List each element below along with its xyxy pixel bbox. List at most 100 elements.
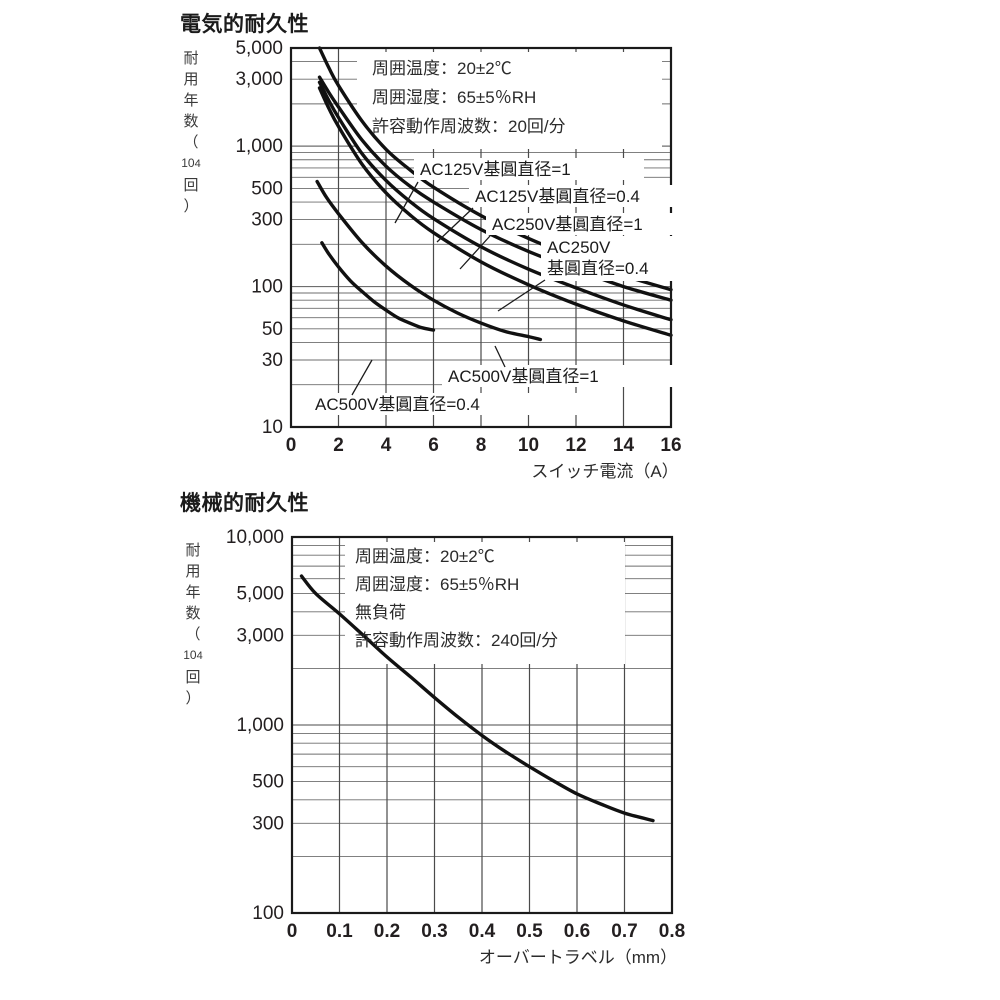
section-title-mechanical: 機械的耐久性: [180, 492, 309, 515]
x-tick-label: 0: [287, 921, 298, 942]
callout-backdrop: [486, 213, 721, 235]
section-title-electrical: 電気的耐久性: [180, 13, 309, 36]
y-tick-label: 5,000: [236, 584, 284, 605]
curve-5: [315, 179, 543, 342]
y-axis-title-char: 回: [185, 669, 201, 686]
y-tick-label: 5,000: [235, 38, 283, 59]
annotation-line: 周囲温度：20±2℃: [355, 547, 495, 566]
y-axis-title-mechanical: 耐用年数 （ 104 回 ）: [180, 540, 206, 709]
annotations: 周囲温度：20±2℃ 周囲湿度：65±5％RH 許容動作周波数：20回/分: [372, 59, 566, 136]
y-axis-title-char: （: [183, 134, 199, 151]
annotation-line: 周囲湿度：65±5％RH: [372, 88, 536, 107]
x-tick-label: 14: [613, 435, 635, 456]
callout-leader: [497, 279, 546, 312]
chart-electrical-durability: 耐用年数（104 回） 5,000 3,000 1,000 500 300 100 50 30 1…: [0, 30, 760, 490]
x-tick-label: 8: [476, 435, 487, 456]
x-axis-title: スイッチ電流（A）: [531, 462, 678, 481]
y-axis-title-char: （: [185, 626, 201, 643]
series-label: AC125V基圓直径=1: [420, 160, 571, 179]
y-axis-title-char: 年: [185, 584, 201, 601]
x-tick-label: 0.5: [516, 921, 543, 942]
x-tick-label: 4: [381, 435, 392, 456]
x-tick-label: 6: [428, 435, 439, 456]
y-tick-label: 1,000: [236, 715, 284, 736]
y-tick-labels: 10,000 5,000 3,000 1,000 500 300 100: [226, 527, 284, 924]
y-tick-labels: 5,000 3,000 1,000 500 300 100 50 30 10: [235, 38, 283, 438]
x-tick-label: 0.6: [564, 921, 590, 942]
series-label: AC250V: [547, 238, 611, 257]
annotation-line: 周囲湿度：65±5％RH: [355, 575, 519, 594]
y-axis-title-char: 耐: [185, 542, 201, 559]
callout-leader: [394, 181, 419, 224]
annotation-line: 許容動作周波数：240回/分: [355, 631, 558, 650]
x-tick-label: 0.8: [659, 921, 685, 942]
y-axis-title-char: ）: [183, 198, 199, 215]
y-tick-label: 3,000: [235, 69, 283, 90]
y-tick-label: 500: [251, 178, 283, 199]
x-tick-label: 2: [333, 435, 344, 456]
y-tick-label: 3,000: [236, 625, 284, 646]
x-axis-title: オーバートラベル（mm）: [479, 948, 677, 967]
x-tick-label: 0.3: [421, 921, 447, 942]
chart-mechanical-durability: 耐用年数（104 回） 10,000 5,000 3,000 1,000 500 300 10…: [0, 520, 760, 990]
y-axis-title-char: 年: [183, 92, 199, 109]
y-tick-label: 300: [252, 813, 284, 834]
x-tick-label: 0.2: [374, 921, 400, 942]
x-tick-labels: 0 2 4 6 8 10 12 14 16: [286, 435, 682, 456]
curve-4: [317, 86, 673, 337]
x-tick-label: 12: [565, 435, 586, 456]
y-tick-label: 300: [251, 210, 283, 231]
y-axis-title-char: 耐: [183, 50, 199, 67]
y-axis-title-char: 用: [185, 563, 201, 580]
x-tick-label: 0.4: [469, 921, 496, 942]
y-tick-label: 500: [252, 772, 284, 793]
x-tick-label: 10: [518, 435, 539, 456]
y-tick-label: 1,000: [235, 136, 283, 157]
annotation-line: 周囲温度：20±2℃: [372, 59, 512, 78]
data-curves: [299, 574, 655, 823]
x-tick-label: 0.1: [326, 921, 353, 942]
series-label: AC250V基圓直径=1: [492, 215, 643, 234]
y-tick-label: 100: [252, 903, 284, 924]
y-tick-label: 50: [262, 319, 283, 340]
x-tick-label: 0.7: [611, 921, 637, 942]
y-axis-title-char: 回: [183, 177, 199, 194]
callout-backdrop: [309, 393, 579, 415]
callout-backdrop: [469, 185, 719, 207]
series-label: AC500V基圓直径=0.4: [315, 395, 480, 414]
y-axis-title-char: 数: [183, 113, 199, 130]
callout-leader: [459, 235, 491, 270]
curve-6: [320, 241, 436, 332]
x-tick-labels: 0 0.1 0.2 0.3 0.4 0.5 0.6 0.7 0.8: [287, 921, 686, 942]
callout-backdrop: [414, 158, 644, 180]
series-label: AC125V基圓直径=0.4: [475, 187, 640, 206]
y-tick-label: 100: [251, 277, 283, 298]
callout-backdrop: [442, 365, 682, 387]
y-axis-title-char: ）: [185, 690, 201, 707]
series-callouts: AC125V基圓直径=1 AC125V基圓直径=0.4 AC250V基圓直径=1 AC…: [309, 158, 721, 415]
y-axis-title-char: 104: [181, 156, 201, 170]
y-axis-title-electrical: 耐用年数 （ 104 回 ）: [178, 48, 204, 217]
callout-backdrop: [541, 236, 721, 281]
y-tick-label: 10: [262, 417, 283, 438]
y-axis-title-char: 用: [183, 71, 199, 88]
y-tick-label: 30: [262, 350, 283, 371]
callout-leader: [436, 207, 474, 243]
series-label: 基圓直径=0.4: [547, 259, 649, 278]
y-axis-title-char: 104: [183, 648, 203, 662]
series-label: AC500V基圓直径=1: [448, 367, 599, 386]
callout-leader: [494, 345, 506, 368]
annotation-backdrop: [357, 52, 662, 149]
annotation-backdrop: [345, 542, 625, 664]
callout-leader: [351, 359, 373, 396]
x-tick-label: 0: [286, 435, 297, 456]
y-tick-label: 10,000: [226, 527, 284, 548]
y-axis-title-char: 数: [185, 605, 201, 622]
curve-3: [317, 80, 673, 322]
x-tick-label: 16: [660, 435, 681, 456]
curve-1: [299, 574, 655, 823]
